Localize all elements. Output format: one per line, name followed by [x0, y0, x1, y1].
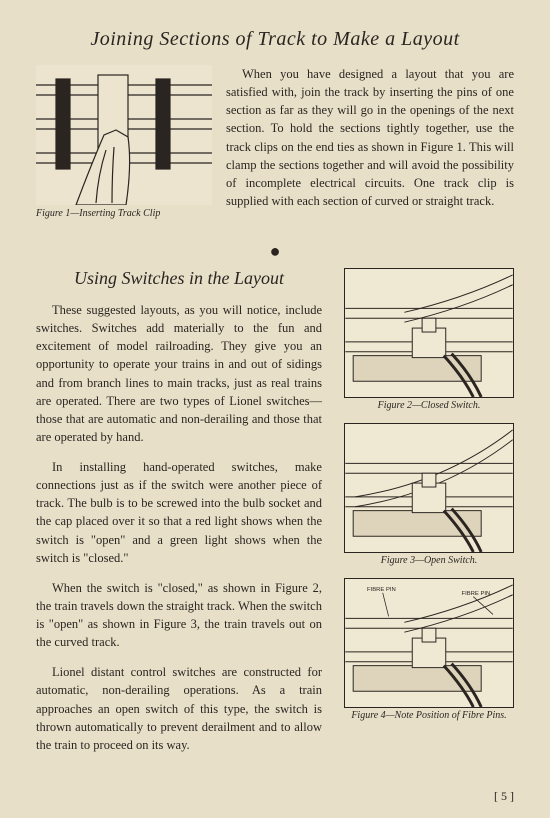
figure-1: Figure 1—Inserting Track Clip	[36, 65, 212, 219]
section2-paragraph-3: When the switch is "closed," as shown in…	[36, 579, 322, 652]
figure-3-illustration	[344, 423, 514, 553]
page-title: Joining Sections of Track to Make a Layo…	[36, 28, 514, 51]
section2-paragraph-2: In installing hand-operated switches, ma…	[36, 458, 322, 567]
figure-2-caption: Figure 2—Closed Switch.	[344, 400, 514, 411]
figure-4-caption: Figure 4—Note Position of Fibre Pins.	[344, 710, 514, 722]
page: Joining Sections of Track to Make a Layo…	[0, 0, 550, 818]
figure-4-illustration: FIBRE PIN FIBRE PIN	[344, 578, 514, 708]
figure-column: Figure 2—Closed Switch. Figure 3—Open Sw…	[344, 268, 514, 734]
text-column: Using Switches in the Layout These sugge…	[36, 268, 322, 766]
figure-1-illustration	[36, 65, 212, 205]
fibre-pin-label-1: FIBRE PIN	[367, 587, 396, 593]
fibre-pin-label-2: FIBRE PIN	[461, 591, 490, 597]
section2-title: Using Switches in the Layout	[36, 268, 322, 289]
section-joining-track: Figure 1—Inserting Track Clip When you h…	[36, 65, 514, 223]
figure-1-caption: Figure 1—Inserting Track Clip	[36, 208, 212, 219]
figure-2-illustration	[344, 268, 514, 398]
section2-paragraph-1: These suggested layouts, as you will not…	[36, 301, 322, 446]
section-using-switches: Figure 2—Closed Switch. Figure 3—Open Sw…	[36, 268, 514, 766]
page-number: [ 5 ]	[494, 789, 514, 804]
section-divider-bullet: ●	[36, 241, 514, 262]
figure-3-caption: Figure 3—Open Switch.	[344, 555, 514, 566]
section2-paragraph-4: Lionel distant control switches are cons…	[36, 663, 322, 754]
